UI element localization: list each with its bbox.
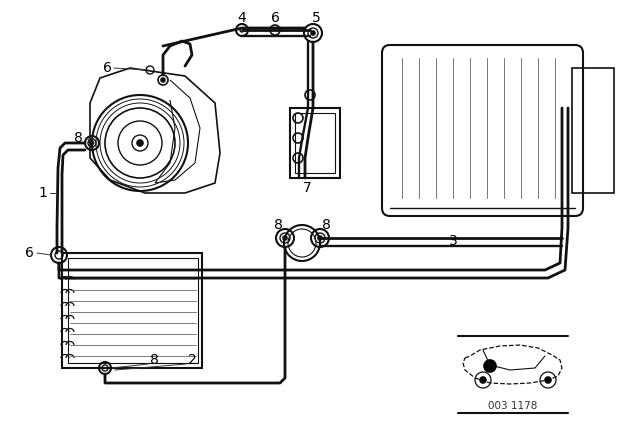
Circle shape	[484, 360, 496, 372]
Circle shape	[161, 78, 165, 82]
Text: 4: 4	[237, 11, 246, 25]
Text: 6: 6	[24, 246, 33, 260]
Text: 8: 8	[150, 353, 159, 367]
Circle shape	[318, 236, 322, 240]
Bar	[62, 253, 202, 368]
Circle shape	[545, 377, 551, 383]
Bar	[295, 113, 335, 173]
Text: 6: 6	[271, 11, 280, 25]
Bar	[290, 108, 340, 178]
Text: 8: 8	[273, 218, 282, 232]
Text: 8: 8	[321, 218, 330, 232]
Text: 5: 5	[312, 11, 321, 25]
Circle shape	[90, 142, 93, 145]
Circle shape	[137, 140, 143, 146]
Bar	[68, 258, 198, 363]
Text: 7: 7	[303, 181, 312, 195]
Text: 3: 3	[449, 234, 458, 248]
Text: 1: 1	[38, 186, 47, 200]
Text: 8: 8	[74, 131, 83, 145]
Circle shape	[480, 377, 486, 383]
Text: 2: 2	[188, 353, 196, 367]
Text: 003 1178: 003 1178	[488, 401, 538, 411]
Bar	[572, 68, 614, 193]
Circle shape	[283, 236, 287, 240]
Text: 6: 6	[102, 61, 111, 75]
Circle shape	[311, 31, 315, 35]
